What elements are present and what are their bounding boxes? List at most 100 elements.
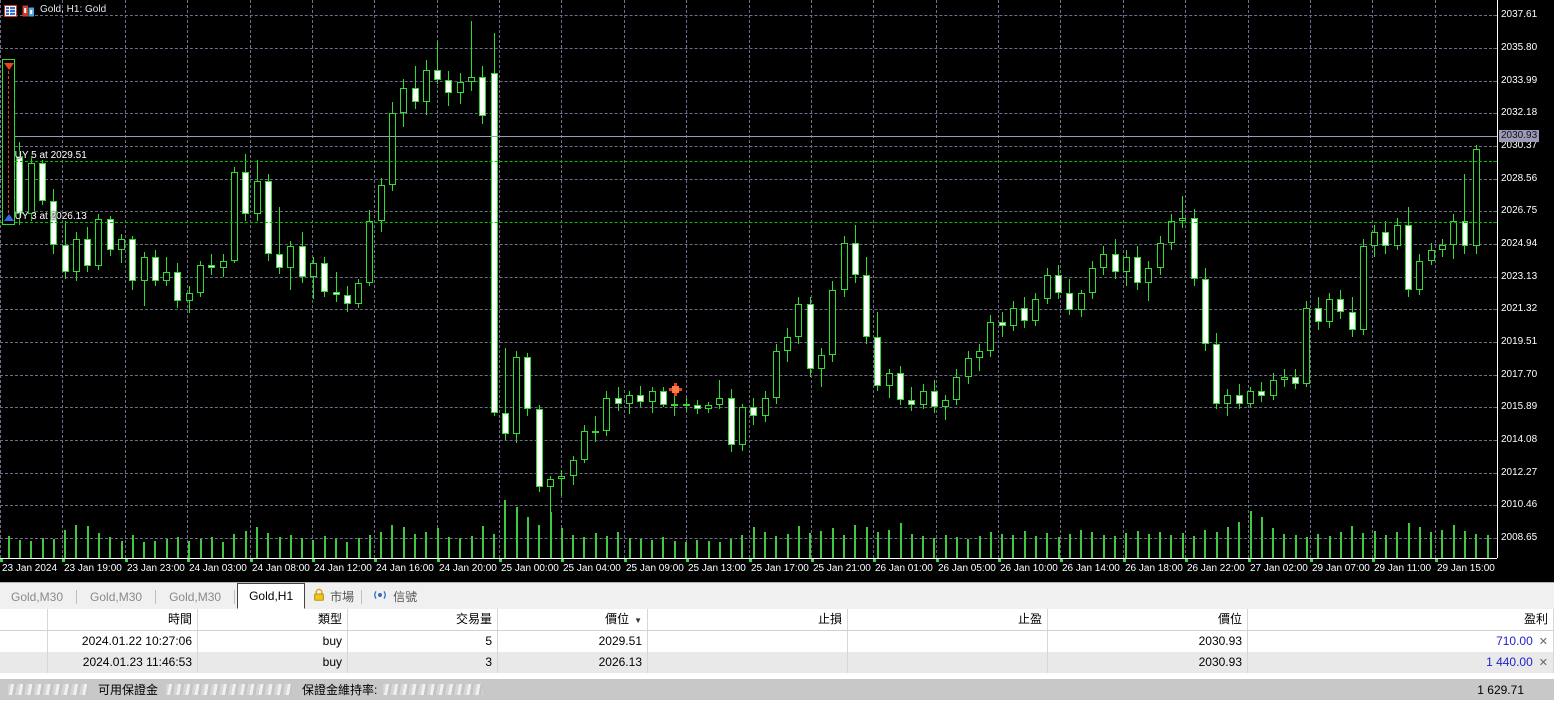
cell-stop-loss[interactable]	[648, 652, 848, 673]
column-header-4[interactable]: 止損	[648, 609, 848, 630]
chart-tab-bar[interactable]: Gold,M30 Gold,M30 Gold,M30 Gold,H1 市場 信號	[0, 582, 1554, 609]
column-header-6[interactable]: 價位	[1048, 609, 1248, 630]
cell-profit[interactable]: 710.00 ✕	[1248, 631, 1554, 652]
tab-gold-m30[interactable]: Gold,M30	[11, 590, 64, 604]
volume-bar	[1362, 532, 1365, 558]
sort-indicator-icon[interactable]: ▼	[634, 616, 642, 625]
cell-current-price[interactable]: 2030.93	[1048, 652, 1248, 673]
cell-type[interactable]: buy	[198, 652, 348, 673]
volume-bar	[278, 536, 281, 558]
cell-time[interactable]: 2024.01.22 10:27:06	[48, 631, 198, 652]
candlestick	[1032, 0, 1040, 558]
candlestick	[761, 0, 769, 558]
price-tick-dash	[1489, 113, 1496, 114]
volume-bar	[583, 536, 586, 558]
time-axis[interactable]: 23 Jan 2024 23 Jan 19:00 23 Jan 23:00 24 Ja…	[0, 558, 1497, 580]
candlestick	[806, 0, 814, 558]
time-tick	[250, 559, 253, 562]
price-tick-dash	[1489, 309, 1496, 310]
volume-bar	[741, 534, 744, 558]
volume-bar	[549, 511, 552, 558]
column-header-7[interactable]: 盈利	[1248, 609, 1554, 630]
volume-bar	[876, 531, 879, 558]
volume-bar	[651, 540, 654, 558]
volume-bar	[910, 533, 913, 558]
column-header-3[interactable]: 價位 ▼	[498, 609, 648, 630]
chart-region[interactable]: BUY 5 at 2029.51 BUY 3 at 2026.13 Gold, H…	[0, 0, 1554, 580]
volume-bar	[346, 542, 349, 558]
candlestick	[1167, 0, 1175, 558]
candlestick	[1416, 0, 1424, 558]
volume-bar	[109, 537, 112, 558]
volume-bar	[1351, 526, 1354, 558]
tab-gold-h1-active[interactable]: Gold,H1	[237, 583, 306, 609]
order-level-label[interactable]: BUY 3 at 2026.13	[8, 211, 87, 223]
cell-open-price[interactable]: 2029.51	[498, 631, 648, 652]
order-level-line[interactable]	[0, 161, 1497, 163]
volume-bar	[1080, 529, 1083, 558]
chart-canvas[interactable]: BUY 5 at 2029.51 BUY 3 at 2026.13	[0, 0, 1497, 558]
candlestick	[976, 0, 984, 558]
volume-bar	[1418, 527, 1421, 558]
tab-gold-m30[interactable]: Gold,M30	[169, 590, 222, 604]
candlestick	[1427, 0, 1435, 558]
cell-type[interactable]: buy	[198, 631, 348, 652]
chart-symbol-label: Gold, H1: Gold	[40, 4, 107, 15]
order-level-line[interactable]	[0, 222, 1497, 224]
cell-take-profit[interactable]	[848, 652, 1048, 673]
column-header-1[interactable]: 類型	[198, 609, 348, 630]
volume-bar	[52, 539, 55, 558]
volume-bar	[256, 527, 259, 558]
volume-bar	[97, 533, 100, 558]
close-position-icon[interactable]: ✕	[1538, 657, 1548, 669]
close-position-icon[interactable]: ✕	[1538, 636, 1548, 648]
cell-profit[interactable]: 1 440.00 ✕	[1248, 652, 1554, 673]
volume-bar	[199, 539, 202, 558]
cell-open-price[interactable]: 2026.13	[498, 652, 648, 673]
volume-bar	[222, 542, 225, 558]
time-axis-tick-label: 24 Jan 12:00	[314, 563, 372, 574]
candlestick	[513, 0, 521, 558]
table-row[interactable]: 2024.01.23 11:46:53 buy 3 2026.13 2030.93 1 4…	[0, 652, 1554, 673]
column-header-2[interactable]: 交易量	[348, 609, 498, 630]
cell-time[interactable]: 2024.01.23 11:46:53	[48, 652, 198, 673]
time-tick	[1123, 559, 1126, 562]
price-axis-tick-label: 2017.70	[1501, 369, 1538, 380]
tab-信號[interactable]: 信號	[364, 585, 422, 609]
column-header-5[interactable]: 止盈	[848, 609, 1048, 630]
candlestick	[671, 0, 679, 558]
cell-volume[interactable]: 5	[348, 631, 498, 652]
chart-icon[interactable]	[22, 4, 35, 17]
grid-line-horizontal	[0, 179, 1497, 180]
tab-市場[interactable]: 市場	[305, 585, 359, 609]
column-header-0[interactable]: 時間	[48, 609, 198, 630]
list-icon[interactable]	[4, 4, 17, 17]
candlestick	[1156, 0, 1164, 558]
grid-line-vertical	[624, 0, 625, 558]
table-row[interactable]: 2024.01.22 10:27:06 buy 5 2029.51 2030.93 710…	[0, 631, 1554, 652]
tab-gold-m30[interactable]: Gold,M30	[90, 590, 143, 604]
cell-stop-loss[interactable]	[648, 631, 848, 652]
cell-volume[interactable]: 3	[348, 652, 498, 673]
arrow-up-icon[interactable]	[3, 213, 14, 221]
volume-bar	[978, 535, 981, 558]
cell-take-profit[interactable]	[848, 631, 1048, 652]
arrow-down-icon[interactable]	[3, 62, 14, 70]
candlestick	[501, 0, 509, 558]
order-drag-handle[interactable]	[2, 58, 16, 225]
order-level-label[interactable]: BUY 5 at 2029.51	[8, 150, 87, 162]
table-header-row[interactable]: 時間 類型 交易量 價位 ▼ 止損 止盈 價位 盈利	[0, 609, 1554, 631]
tab-separator	[76, 590, 78, 604]
time-tick	[749, 559, 752, 562]
volume-bar	[752, 527, 755, 558]
row-gutter	[0, 652, 48, 673]
price-axis-tick-label: 2030.37	[1501, 140, 1538, 151]
candlestick	[614, 0, 622, 558]
candlestick	[309, 0, 317, 558]
volume-bar	[1114, 535, 1117, 558]
trade-table[interactable]: 時間 類型 交易量 價位 ▼ 止損 止盈 價位 盈利 2024.01.22 10:27:06 bu…	[0, 609, 1554, 679]
price-axis[interactable]: 2037.61 2035.80 2033.99 2032.18 2030.37 2028.…	[1489, 0, 1554, 558]
volume-bar	[899, 523, 902, 558]
cell-current-price[interactable]: 2030.93	[1048, 631, 1248, 652]
candlestick	[355, 0, 363, 558]
